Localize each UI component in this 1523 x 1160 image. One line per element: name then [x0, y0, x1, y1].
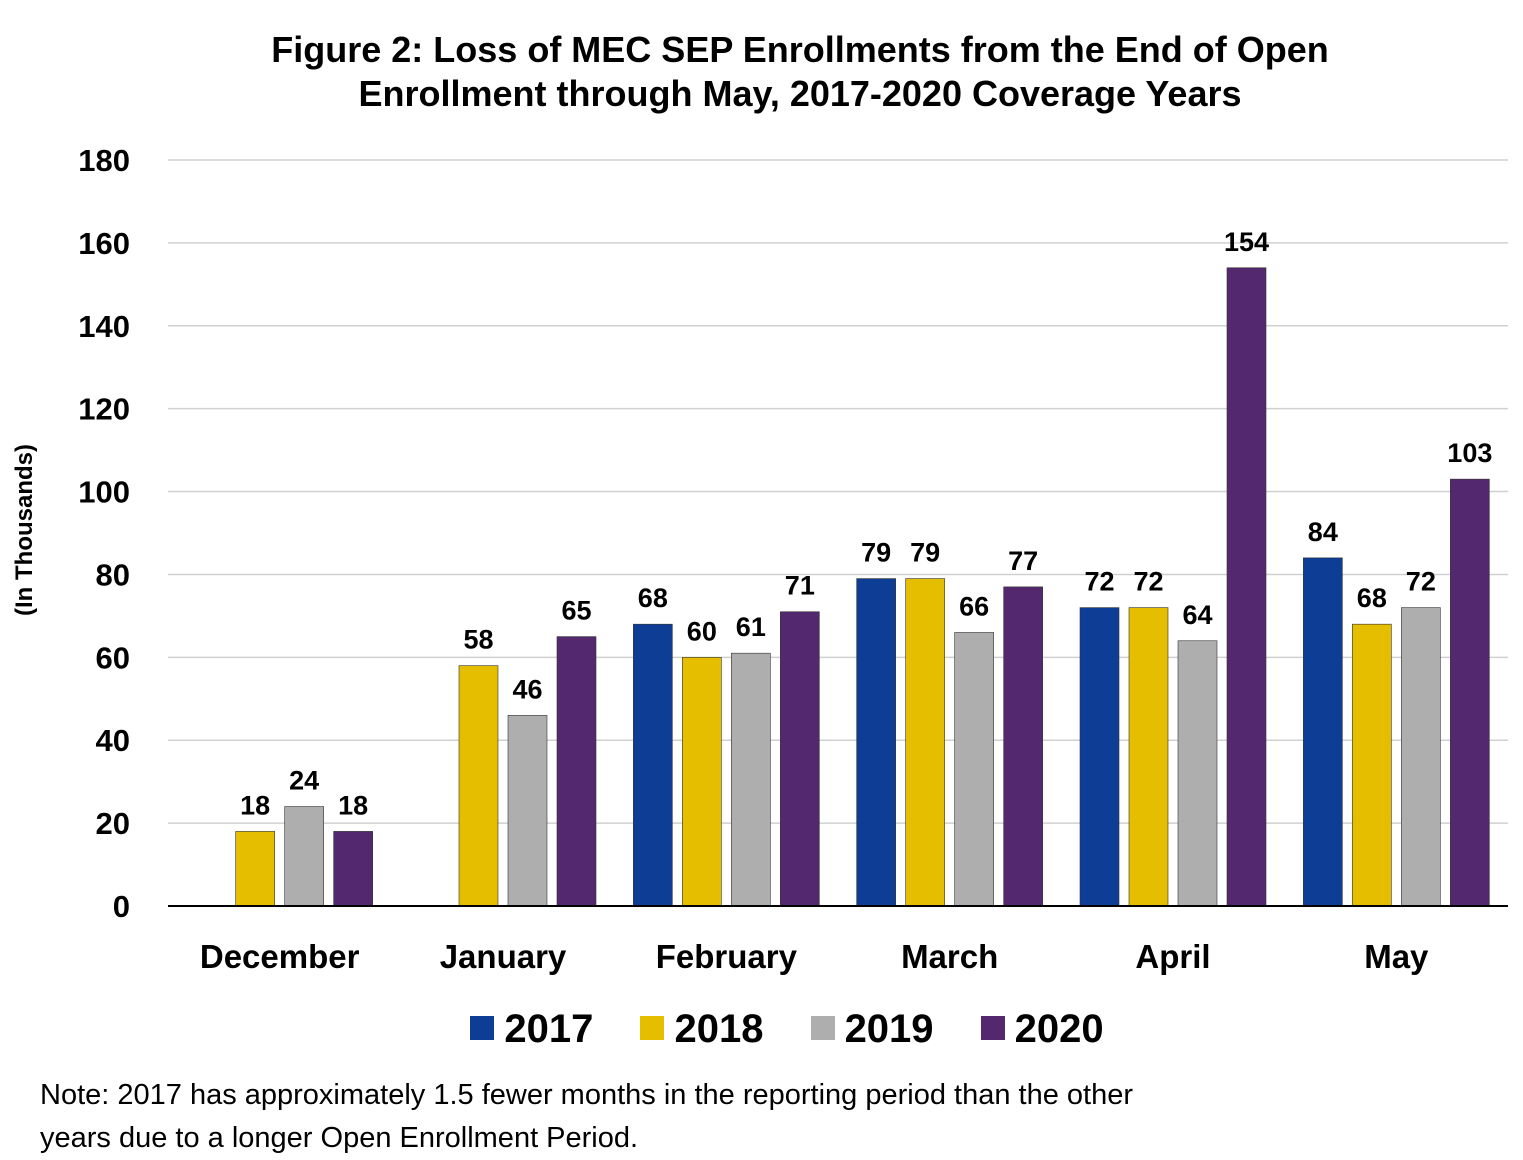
bar-2020-march: [1003, 586, 1043, 907]
y-tick-label: 80: [96, 557, 130, 592]
data-label: 60: [687, 616, 717, 646]
y-tick-label: 20: [96, 806, 130, 841]
bar-2017-february: [633, 623, 673, 907]
bar-2018-may: [1352, 623, 1392, 907]
legend-label-2017: 2017: [504, 1007, 594, 1051]
data-label: 72: [1406, 567, 1436, 597]
legend-swatch-2020: [980, 1016, 1005, 1041]
data-label: 65: [561, 596, 591, 626]
legend-swatch-2017: [470, 1016, 495, 1041]
data-label: 18: [240, 790, 270, 820]
bar-2018-february: [682, 657, 722, 907]
bar-2020-april: [1226, 267, 1267, 907]
chart-title: Figure 2: Loss of MEC SEP Enrollments fr…: [0, 28, 1523, 116]
y-axis-label: (In Thousands): [11, 444, 38, 616]
bar-2018-december: [235, 831, 275, 907]
bar-2019-march: [954, 632, 994, 907]
data-label: 72: [1133, 567, 1163, 597]
data-label: 66: [959, 591, 989, 621]
y-tick-label: 120: [78, 392, 130, 427]
legend-label-2018: 2018: [674, 1007, 764, 1051]
data-label: 46: [512, 674, 542, 704]
x-tick-label: March: [901, 938, 998, 975]
bar-2017-march: [856, 578, 896, 907]
footnote-line-1: Note: 2017 has approximately 1.5 fewer m…: [40, 1079, 1133, 1111]
bar-2018-january: [458, 665, 499, 907]
chart-title-line-1: Figure 2: Loss of MEC SEP Enrollments fr…: [271, 29, 1329, 70]
x-tick-label: January: [440, 938, 567, 975]
bar-chart: 0 20 40 60 80 100 120 140 160 180 18 24 18 December 58…: [78, 143, 1508, 975]
y-tick-label: 100: [78, 475, 130, 510]
bar-2017-april: [1079, 607, 1120, 907]
legend-item-2018: 2018: [640, 1004, 763, 1054]
bar-2018-march: [905, 578, 945, 907]
data-label: 84: [1308, 517, 1338, 547]
x-tick-label: April: [1135, 938, 1210, 975]
bar-2018-april: [1128, 607, 1169, 907]
x-tick-label: May: [1364, 938, 1429, 975]
bar-2020-february: [780, 611, 820, 907]
data-label: 68: [1357, 583, 1387, 613]
legend-item-2020: 2020: [980, 1004, 1104, 1054]
footnote: Note: 2017 has approximately 1.5 fewer m…: [40, 1074, 1480, 1160]
y-tick-label: 180: [78, 143, 130, 178]
data-label: 18: [338, 790, 368, 820]
data-label: 61: [736, 612, 766, 642]
bar-2020-january: [556, 636, 597, 907]
footnote-line-2: years due to a longer Open Enrollment Pe…: [40, 1122, 639, 1154]
data-label: 71: [785, 571, 815, 601]
legend-label-2020: 2020: [1014, 1007, 1104, 1051]
data-label: 154: [1224, 227, 1269, 257]
data-label: 68: [638, 583, 668, 613]
y-tick-label: 40: [96, 723, 130, 758]
legend-item-2019: 2019: [810, 1004, 934, 1054]
bar-2020-december: [333, 831, 373, 907]
bar-2019-may: [1401, 607, 1441, 907]
bar-2017-may: [1303, 557, 1343, 907]
bar-2019-january: [507, 715, 548, 907]
y-tick-label: 140: [78, 309, 130, 344]
data-label: 79: [861, 538, 891, 568]
y-tick-label: 60: [96, 640, 130, 675]
data-label: 72: [1084, 567, 1114, 597]
data-label: 79: [910, 538, 940, 568]
data-label: 58: [463, 625, 493, 655]
legend: 2017 2018 2019 2020: [0, 1004, 1523, 1054]
bar-2020-may: [1450, 478, 1490, 907]
x-tick-label: December: [200, 938, 360, 975]
legend-item-2017: 2017: [470, 1004, 593, 1054]
legend-swatch-2019: [810, 1016, 835, 1041]
data-label: 77: [1008, 546, 1038, 576]
x-tick-label: February: [656, 938, 798, 975]
y-tick-label: 0: [113, 889, 130, 924]
data-label: 24: [289, 766, 319, 796]
y-tick-label: 160: [78, 226, 130, 261]
legend-label-2019: 2019: [844, 1007, 934, 1051]
data-label: 103: [1447, 438, 1492, 468]
data-label: 64: [1182, 600, 1212, 630]
bar-2019-april: [1177, 640, 1218, 907]
legend-swatch-2018: [640, 1016, 665, 1041]
bar-2019-december: [284, 806, 324, 907]
chart-title-line-2: Enrollment through May, 2017-2020 Covera…: [358, 73, 1242, 114]
bar-2019-february: [731, 652, 771, 907]
